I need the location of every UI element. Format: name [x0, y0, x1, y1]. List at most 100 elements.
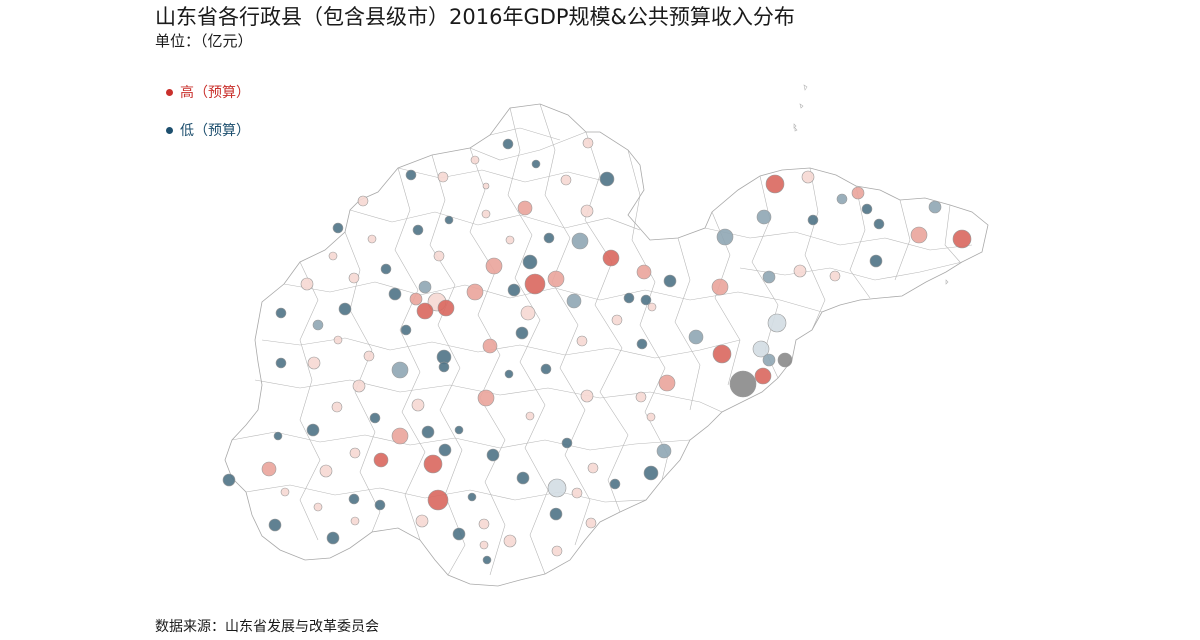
county-bubble-105[interactable]	[349, 447, 361, 459]
county-bubble-7[interactable]	[482, 182, 490, 190]
county-bubble-39[interactable]	[647, 302, 657, 312]
county-bubble-35[interactable]	[547, 270, 565, 288]
county-bubble-12[interactable]	[481, 209, 491, 219]
county-bubble-58[interactable]	[910, 226, 928, 244]
county-bubble-83[interactable]	[636, 338, 648, 350]
county-bubble-115[interactable]	[643, 465, 659, 481]
county-bubble-126[interactable]	[549, 507, 563, 521]
county-bubble-40[interactable]	[388, 287, 402, 301]
county-bubble-18[interactable]	[543, 232, 555, 244]
county-bubble-100[interactable]	[273, 431, 283, 441]
county-bubble-92[interactable]	[580, 389, 594, 403]
county-bubble-34[interactable]	[524, 273, 546, 295]
county-bubble-131[interactable]	[350, 516, 360, 526]
county-bubble-80[interactable]	[438, 361, 450, 373]
county-bubble-49[interactable]	[520, 305, 536, 321]
county-bubble-36[interactable]	[566, 293, 582, 309]
county-bubble-23[interactable]	[485, 257, 503, 275]
county-bubble-21[interactable]	[328, 251, 338, 261]
county-bubble-71[interactable]	[752, 340, 770, 358]
county-bubble-31[interactable]	[418, 280, 432, 294]
county-bubble-106[interactable]	[438, 443, 452, 457]
county-bubble-101[interactable]	[391, 427, 409, 445]
county-bubble-37[interactable]	[623, 292, 635, 304]
county-bubble-53[interactable]	[711, 278, 729, 296]
county-bubble-26[interactable]	[636, 264, 652, 280]
county-bubble-128[interactable]	[478, 518, 490, 530]
county-bubble-121[interactable]	[374, 499, 386, 511]
county-bubble-86[interactable]	[391, 361, 409, 379]
county-bubble-62[interactable]	[861, 203, 873, 215]
county-bubble-81[interactable]	[482, 338, 498, 354]
county-bubble-33[interactable]	[507, 283, 521, 297]
county-bubble-136[interactable]	[551, 545, 563, 557]
county-bubble-113[interactable]	[516, 471, 530, 485]
county-bubble-48[interactable]	[400, 324, 412, 336]
county-bubble-127[interactable]	[415, 514, 429, 528]
county-bubble-72[interactable]	[712, 344, 732, 364]
county-bubble-116[interactable]	[222, 473, 236, 487]
county-bubble-107[interactable]	[486, 448, 500, 462]
county-bubble-3[interactable]	[531, 159, 541, 169]
county-bubble-108[interactable]	[373, 452, 389, 468]
county-bubble-29[interactable]	[348, 272, 360, 284]
county-bubble-41[interactable]	[409, 292, 423, 306]
county-bubble-1[interactable]	[502, 138, 514, 150]
county-bubble-96[interactable]	[525, 411, 535, 421]
county-bubble-68[interactable]	[807, 214, 819, 226]
county-bubble-133[interactable]	[326, 531, 340, 545]
county-bubble-14[interactable]	[580, 204, 594, 218]
county-bubble-118[interactable]	[609, 478, 621, 490]
county-bubble-117[interactable]	[547, 478, 567, 498]
county-bubble-60[interactable]	[928, 200, 942, 214]
county-bubble-10[interactable]	[357, 195, 369, 207]
county-bubble-52[interactable]	[688, 329, 704, 345]
county-bubble-28[interactable]	[380, 263, 392, 275]
county-bubble-112[interactable]	[319, 464, 333, 478]
county-bubble-111[interactable]	[261, 461, 277, 477]
county-bubble-54[interactable]	[762, 270, 776, 284]
county-bubble-135[interactable]	[479, 540, 489, 550]
county-bubble-82[interactable]	[576, 335, 588, 347]
county-bubble-129[interactable]	[585, 517, 597, 529]
county-bubble-84[interactable]	[275, 357, 287, 369]
county-bubble-70[interactable]	[767, 313, 787, 333]
county-bubble-19[interactable]	[571, 232, 589, 250]
county-bubble-95[interactable]	[411, 398, 425, 412]
county-bubble-57[interactable]	[869, 254, 883, 268]
county-bubble-123[interactable]	[467, 492, 477, 502]
county-bubble-130[interactable]	[268, 518, 282, 532]
county-bubble-6[interactable]	[437, 171, 449, 183]
county-bubble-89[interactable]	[352, 379, 366, 393]
county-bubble-32[interactable]	[466, 283, 484, 301]
county-bubble-13[interactable]	[517, 200, 533, 216]
county-bubble-110[interactable]	[656, 443, 672, 459]
county-bubble-61[interactable]	[873, 218, 885, 230]
county-bubble-137[interactable]	[482, 555, 492, 565]
county-bubble-9[interactable]	[599, 171, 615, 187]
county-bubble-78[interactable]	[363, 350, 375, 362]
legend-item-high[interactable]: 高（预算）	[166, 82, 250, 102]
county-bubble-8[interactable]	[560, 174, 572, 186]
county-bubble-99[interactable]	[306, 423, 320, 437]
county-bubble-16[interactable]	[412, 224, 424, 236]
county-bubble-11[interactable]	[444, 215, 454, 225]
county-bubble-24[interactable]	[522, 254, 538, 270]
county-bubble-44[interactable]	[416, 302, 434, 320]
county-bubble-51[interactable]	[611, 314, 623, 326]
county-bubble-15[interactable]	[332, 222, 344, 234]
county-bubble-20[interactable]	[367, 234, 377, 244]
county-bubble-27[interactable]	[663, 274, 677, 288]
county-bubble-93[interactable]	[635, 391, 647, 403]
county-bubble-56[interactable]	[829, 270, 841, 282]
county-bubble-66[interactable]	[765, 174, 785, 194]
county-bubble-77[interactable]	[333, 335, 343, 345]
county-bubble-132[interactable]	[452, 527, 466, 541]
county-bubble-120[interactable]	[348, 493, 360, 505]
county-bubble-43[interactable]	[437, 299, 455, 317]
county-bubble-69[interactable]	[716, 228, 734, 246]
county-bubble-75[interactable]	[729, 370, 757, 398]
county-bubble-46[interactable]	[275, 307, 287, 319]
county-bubble-87[interactable]	[504, 369, 514, 379]
county-bubble-134[interactable]	[503, 534, 517, 548]
